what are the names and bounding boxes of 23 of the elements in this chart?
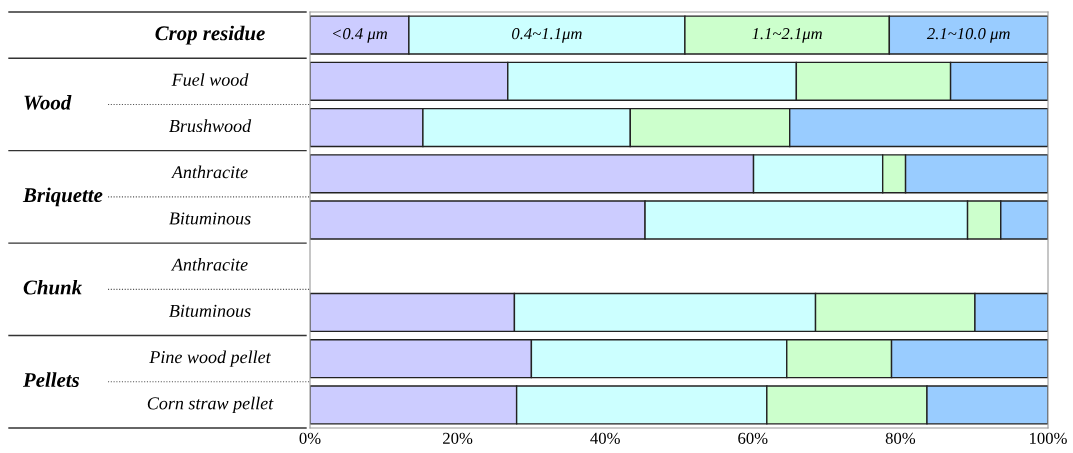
x-tick-label: 100% [1030, 432, 1067, 444]
y-tick-label: Anthracite [170, 165, 248, 179]
x-tick-label: 80% [885, 432, 916, 444]
y-tick-label: Crop residue [155, 25, 265, 45]
series-label: 1.1~2.1μm [752, 28, 822, 43]
text: Briquette [22, 187, 103, 207]
y-tick-label: Fuel wood [171, 73, 249, 86]
y-tick-label: Corn straw pellet [147, 396, 274, 414]
series-label: <0.4 μm [333, 28, 388, 43]
y-tick-label: Brushwood [169, 119, 252, 133]
x-tick-label: 60% [738, 432, 768, 444]
x-tick-label: 0% [299, 432, 321, 444]
text: Pellets [22, 372, 80, 387]
x-tick-label: 20% [443, 432, 473, 444]
series-label: 2.1~10.0 μm [926, 28, 1010, 43]
y-tick-label: Bituminous [169, 212, 251, 225]
text: Wood [24, 95, 72, 110]
y-tick-label: Anthracite [170, 258, 248, 271]
series-label: 0.4~1.1μm [512, 28, 582, 43]
y-tick-label: Pine wood pellet [149, 350, 272, 367]
x-tick-label: 40% [590, 432, 620, 444]
text: Chunk [23, 279, 82, 295]
y-tick-label: Bituminous [169, 304, 251, 317]
